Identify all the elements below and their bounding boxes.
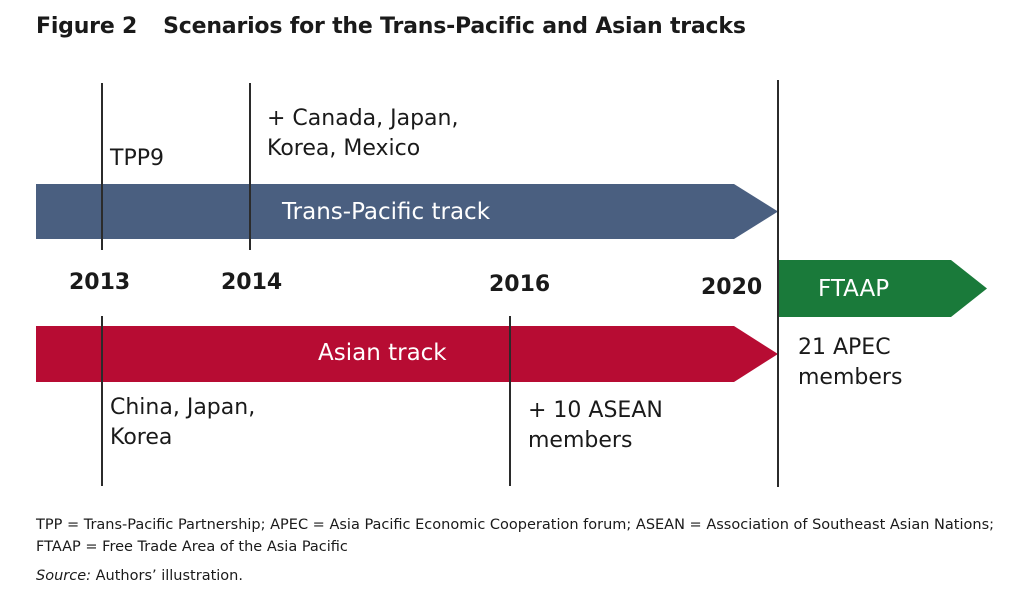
vline-2016 bbox=[509, 316, 511, 486]
figure-number: Figure 2 bbox=[36, 14, 138, 39]
trans-pacific-track-arrow bbox=[36, 184, 778, 239]
ftaap-label: FTAAP bbox=[818, 276, 890, 302]
ftaap-arrow-shape bbox=[779, 260, 987, 317]
figure-title-text: Scenarios for the Trans-Pacific and Asia… bbox=[163, 14, 746, 39]
asian-track-label: Asian track bbox=[318, 340, 447, 366]
vline-2013-upper bbox=[101, 83, 103, 250]
annotation-asean-line1: + 10 ASEAN bbox=[528, 398, 663, 423]
vline-2020 bbox=[777, 80, 779, 487]
annotation-tpp9: TPP9 bbox=[110, 146, 164, 171]
year-2020: 2020 bbox=[701, 275, 763, 300]
figure-title: Figure 2 Scenarios for the Trans-Pacific … bbox=[36, 14, 746, 39]
source-label: Source: bbox=[36, 568, 92, 584]
annotation-canada-line1: + Canada, Japan, bbox=[267, 106, 459, 131]
annotation-apec-line1: 21 APEC bbox=[798, 335, 891, 360]
asian-track-arrow bbox=[36, 326, 778, 382]
trans-pacific-arrow-shape bbox=[36, 184, 778, 239]
figure-footnote: TPP = Trans-Pacific Partnership; APEC = … bbox=[36, 517, 995, 555]
annotation-asean-line2: members bbox=[528, 428, 633, 453]
year-2013: 2013 bbox=[69, 270, 131, 295]
annotation-canada-japan-korea-mexico: + Canada, Japan, Korea, Mexico bbox=[267, 104, 458, 164]
year-2016: 2016 bbox=[489, 272, 551, 297]
vline-2014 bbox=[249, 83, 251, 250]
figure-source: Source: Authors’ illustration. bbox=[36, 568, 243, 584]
annotation-apec-line2: members bbox=[798, 365, 903, 390]
annotation-asean-members: + 10 ASEAN members bbox=[528, 396, 663, 456]
year-2014: 2014 bbox=[221, 270, 283, 295]
annotation-canada-line2: Korea, Mexico bbox=[267, 136, 421, 161]
source-text: Authors’ illustration. bbox=[95, 568, 243, 584]
asian-arrow-shape bbox=[36, 326, 778, 382]
annotation-china-line2: Korea bbox=[110, 425, 173, 450]
vline-2013-lower bbox=[101, 316, 103, 486]
annotation-china-japan-korea: China, Japan, Korea bbox=[110, 393, 255, 453]
annotation-china-line1: China, Japan, bbox=[110, 395, 256, 420]
annotation-apec-members: 21 APEC members bbox=[798, 333, 902, 393]
ftaap-arrow bbox=[779, 260, 987, 317]
trans-pacific-track-label: Trans-Pacific track bbox=[282, 199, 491, 225]
